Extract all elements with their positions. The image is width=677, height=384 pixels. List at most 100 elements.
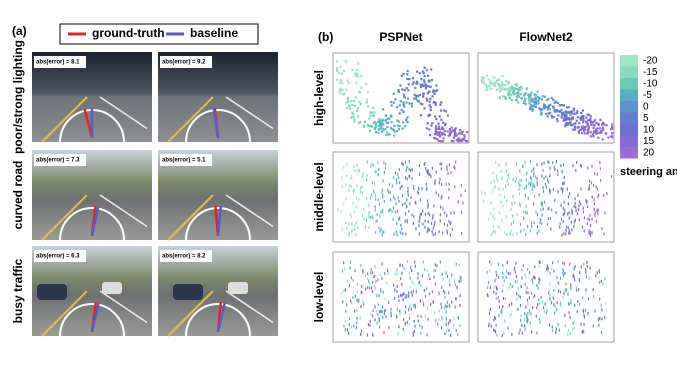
- tsne-point: [429, 114, 431, 116]
- tsne-point: [499, 90, 501, 92]
- column-header: PSPNet: [379, 30, 422, 44]
- tsne-point: [377, 213, 378, 216]
- tsne-point: [451, 274, 452, 277]
- tsne-point: [394, 288, 395, 291]
- tsne-point: [593, 295, 594, 298]
- tsne-point: [558, 281, 559, 284]
- tsne-point: [350, 177, 351, 180]
- tsne-point: [499, 300, 500, 303]
- tsne-point: [511, 202, 512, 205]
- tsne-point: [565, 282, 566, 285]
- tsne-point: [497, 287, 498, 290]
- tsne-point: [379, 320, 380, 323]
- tsne-point: [407, 178, 408, 181]
- tsne-point: [597, 127, 599, 129]
- tsne-point: [382, 108, 384, 110]
- tsne-point: [382, 316, 383, 319]
- tsne-point: [484, 83, 486, 85]
- tsne-point: [362, 172, 363, 175]
- tsne-point: [380, 211, 381, 214]
- tsne-point: [496, 297, 497, 300]
- tsne-point: [341, 82, 343, 84]
- tsne-point: [343, 325, 344, 328]
- tsne-point: [384, 272, 385, 275]
- tsne-point: [425, 85, 427, 87]
- colorbar-block: [620, 113, 638, 125]
- tsne-point: [385, 309, 386, 312]
- tsne-point: [571, 111, 573, 113]
- tsne-point: [347, 280, 348, 283]
- tsne-point: [568, 232, 569, 235]
- row-label: busy traffic: [11, 258, 25, 323]
- tsne-point: [412, 169, 413, 172]
- tsne-point: [583, 210, 584, 213]
- tsne-point: [591, 165, 592, 168]
- error-label: abs(error) = 7.3: [36, 158, 80, 164]
- tsne-point: [599, 281, 600, 284]
- tsne-point: [551, 267, 552, 270]
- tsne-point: [370, 197, 371, 200]
- tsne-point: [435, 318, 436, 321]
- tsne-point: [441, 196, 442, 199]
- tsne-point: [530, 106, 532, 108]
- tsne-point: [449, 134, 451, 136]
- tsne-point: [606, 192, 607, 195]
- tsne-point: [422, 96, 424, 98]
- tsne-point: [402, 293, 403, 296]
- tsne-point: [382, 123, 384, 125]
- tsne-point: [393, 176, 394, 179]
- tsne-point: [460, 294, 461, 297]
- tsne-point: [604, 316, 605, 319]
- tsne-point: [568, 195, 569, 198]
- tsne-point: [402, 73, 404, 75]
- tsne-point: [426, 333, 427, 336]
- tsne-point: [396, 222, 397, 225]
- tsne-point: [406, 78, 408, 80]
- tsne-point: [420, 332, 421, 335]
- tsne-point: [519, 202, 520, 205]
- tsne-point: [366, 197, 367, 200]
- tsne-point: [352, 296, 353, 299]
- tsne-point: [419, 324, 420, 327]
- tsne-point: [527, 225, 528, 228]
- tsne-point: [377, 161, 378, 164]
- tsne-point: [495, 230, 496, 233]
- tsne-point: [541, 174, 542, 177]
- tsne-point: [402, 298, 403, 301]
- tsne-point: [455, 306, 456, 309]
- tsne-point: [533, 296, 534, 299]
- tsne-point: [367, 105, 369, 107]
- tsne-point: [370, 165, 371, 168]
- tsne-point: [589, 277, 590, 280]
- tsne-point: [561, 116, 563, 118]
- tsne-point: [413, 97, 415, 99]
- tsne-point: [586, 261, 587, 264]
- tsne-point: [549, 294, 550, 297]
- tsne-point: [579, 303, 580, 306]
- tsne-point: [356, 164, 357, 167]
- tsne-point: [599, 127, 601, 129]
- tsne-point: [397, 285, 398, 288]
- tsne-point: [446, 271, 447, 274]
- tsne-point: [574, 112, 576, 114]
- tsne-point: [571, 221, 572, 224]
- tsne-point: [528, 197, 529, 200]
- tsne-point: [513, 220, 514, 223]
- tsne-point: [417, 315, 418, 318]
- tsne-point: [402, 163, 403, 166]
- tsne-point: [539, 221, 540, 224]
- tsne-point: [384, 200, 385, 203]
- tsne-point: [349, 317, 350, 320]
- tsne-point: [388, 272, 389, 275]
- tsne-point: [396, 178, 397, 181]
- tsne-point: [503, 284, 504, 287]
- tsne-point: [379, 326, 380, 329]
- colorbar-block: [620, 55, 638, 67]
- tsne-point: [442, 140, 444, 142]
- tsne-point: [569, 217, 570, 220]
- tsne-point: [543, 177, 544, 180]
- tsne-point: [419, 72, 421, 74]
- tsne-point: [404, 292, 405, 295]
- tsne-point: [526, 87, 528, 89]
- tsne-point: [582, 226, 583, 229]
